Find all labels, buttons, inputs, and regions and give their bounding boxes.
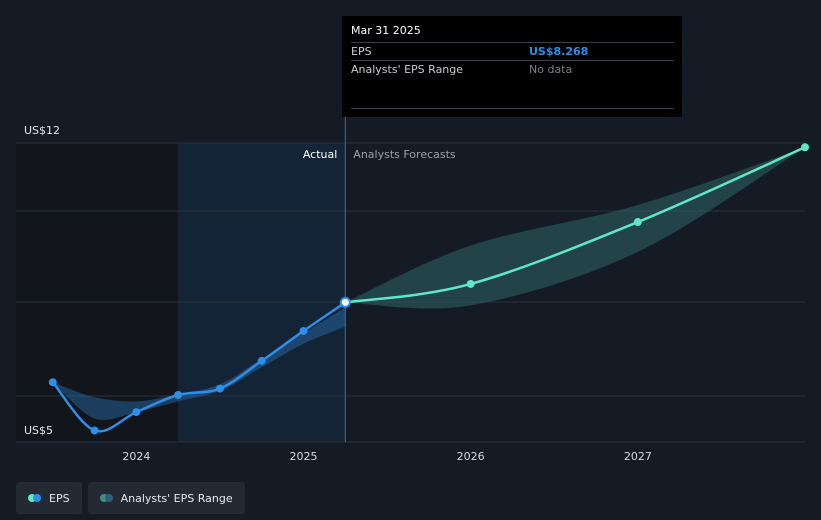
tooltip-range-value: No data	[529, 63, 573, 76]
eps-point-selected[interactable]	[339, 296, 351, 308]
tooltip-range-row: Analysts' EPS Range No data	[351, 60, 674, 78]
eps-tooltip: Mar 31 2025 EPS US$8.268 Analysts' EPS R…	[342, 16, 682, 117]
forecast-eps-range-band	[345, 147, 805, 309]
x-tick-label: 2024	[122, 450, 150, 463]
eps-point[interactable]	[90, 426, 99, 435]
forecast-section-label: Analysts Forecasts	[353, 148, 456, 161]
actual-eps-range-band-blue	[52, 307, 346, 421]
chart-legend: EPS Analysts' EPS Range	[16, 482, 245, 514]
legend-range-toggle[interactable]: Analysts' EPS Range	[87, 482, 245, 514]
eps-point[interactable]	[215, 384, 224, 393]
x-tick-label: 2025	[290, 450, 318, 463]
tooltip-divider	[351, 108, 674, 109]
legend-eps-label: EPS	[49, 491, 70, 505]
legend-range-label: Analysts' EPS Range	[120, 491, 233, 505]
range-legend-icon	[99, 494, 114, 502]
eps-forecast-line	[345, 146, 806, 304]
tooltip-eps-value: US$8.268	[529, 45, 589, 58]
eps-forecast-point[interactable]	[801, 143, 809, 152]
eps-point[interactable]	[257, 356, 266, 365]
legend-eps-toggle[interactable]: EPS	[16, 482, 82, 514]
eps-point[interactable]	[299, 326, 308, 335]
tooltip-eps-label: EPS	[351, 45, 372, 58]
x-tick-label: 2027	[624, 450, 652, 463]
y-axis-min-label: US$5	[24, 424, 53, 437]
x-tick-label: 2026	[457, 450, 485, 463]
eps-point[interactable]	[132, 408, 141, 417]
eps-forecast-point[interactable]	[466, 279, 475, 288]
y-axis-max-label: US$12	[24, 124, 60, 137]
eps-point[interactable]	[174, 391, 183, 400]
eps-forecast-point[interactable]	[633, 218, 642, 227]
actual-section-label: Actual	[303, 148, 337, 161]
tooltip-date: Mar 31 2025	[351, 24, 421, 37]
eps-point[interactable]	[48, 378, 57, 387]
eps-legend-icon	[28, 494, 42, 502]
tooltip-range-label: Analysts' EPS Range	[351, 63, 464, 76]
highlight-band	[178, 143, 346, 442]
tooltip-eps-row: EPS US$8.268	[351, 42, 674, 60]
